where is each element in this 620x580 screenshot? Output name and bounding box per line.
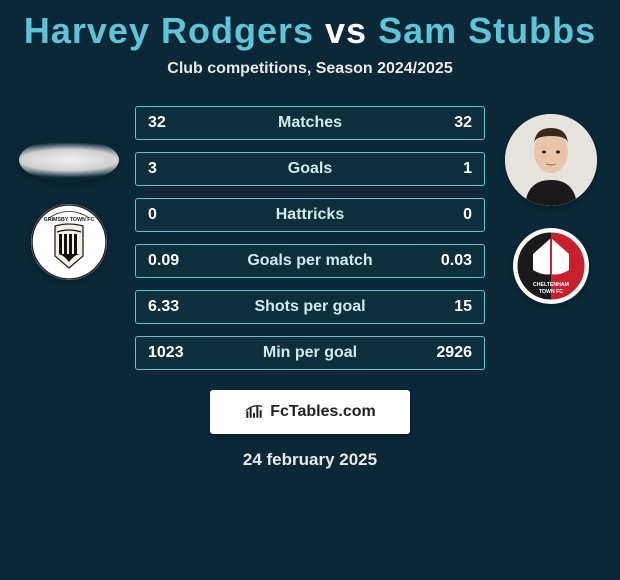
stat-row: 6.33 Shots per goal 15 <box>135 290 485 324</box>
stat-row: 1023 Min per goal 2926 <box>135 336 485 370</box>
stat-p2-value: 2926 <box>422 344 472 362</box>
stat-p1-value: 6.33 <box>148 298 198 316</box>
page-title: Harvey Rodgers vs Sam Stubbs <box>24 10 596 52</box>
brand-badge[interactable]: FcTables.com <box>210 390 410 434</box>
stat-p2-value: 0.03 <box>422 252 472 270</box>
stat-p1-value: 32 <box>148 114 198 132</box>
player1-photo <box>19 138 119 182</box>
stat-row: 0 Hattricks 0 <box>135 198 485 232</box>
stat-p1-value: 3 <box>148 160 198 178</box>
stat-label: Shots per goal <box>254 298 365 316</box>
stat-p2-value: 32 <box>422 114 472 132</box>
cheltenham-crest-icon: CHELTENHAM TOWN FC <box>513 228 589 304</box>
stat-p1-value: 1023 <box>148 344 198 362</box>
fctables-logo-icon <box>244 402 264 422</box>
title-player2: Sam Stubbs <box>378 10 596 51</box>
stat-p2-value: 1 <box>422 160 472 178</box>
stat-row: 0.09 Goals per match 0.03 <box>135 244 485 278</box>
date-text: 24 february 2025 <box>243 450 377 470</box>
stats-list: 32 Matches 32 3 Goals 1 0 Hattricks 0 0.09 Goals p… <box>135 106 485 370</box>
stat-label: Matches <box>278 114 342 132</box>
title-vs: vs <box>325 10 367 51</box>
stat-label: Goals <box>288 160 332 178</box>
brand-text: FcTables.com <box>270 403 376 421</box>
comparison-panel: GRIMSBY TOWN FC 32 Matches 32 3 Goals 1 0 Hattr… <box>0 106 620 370</box>
stat-p1-value: 0 <box>148 206 198 224</box>
svg-text:TOWN FC: TOWN FC <box>539 289 563 295</box>
stat-label: Hattricks <box>276 206 344 224</box>
stat-p1-value: 0.09 <box>148 252 198 270</box>
stat-row: 32 Matches 32 <box>135 106 485 140</box>
stat-p2-value: 0 <box>422 206 472 224</box>
player2-photo <box>505 114 597 206</box>
grimsby-crest-icon: GRIMSBY TOWN FC <box>31 204 107 280</box>
right-side: CHELTENHAM TOWN FC <box>501 106 601 304</box>
stat-label: Goals per match <box>247 252 372 270</box>
svg-text:CHELTENHAM: CHELTENHAM <box>533 282 569 288</box>
stat-p2-value: 15 <box>422 298 472 316</box>
stat-label: Min per goal <box>263 344 357 362</box>
subtitle: Club competitions, Season 2024/2025 <box>167 60 452 78</box>
svg-text:GRIMSBY TOWN FC: GRIMSBY TOWN FC <box>44 217 95 223</box>
left-side: GRIMSBY TOWN FC <box>19 106 119 280</box>
player2-club-logo: CHELTENHAM TOWN FC <box>513 228 589 304</box>
title-player1: Harvey Rodgers <box>24 10 314 51</box>
player1-club-logo: GRIMSBY TOWN FC <box>31 204 107 280</box>
stat-row: 3 Goals 1 <box>135 152 485 186</box>
